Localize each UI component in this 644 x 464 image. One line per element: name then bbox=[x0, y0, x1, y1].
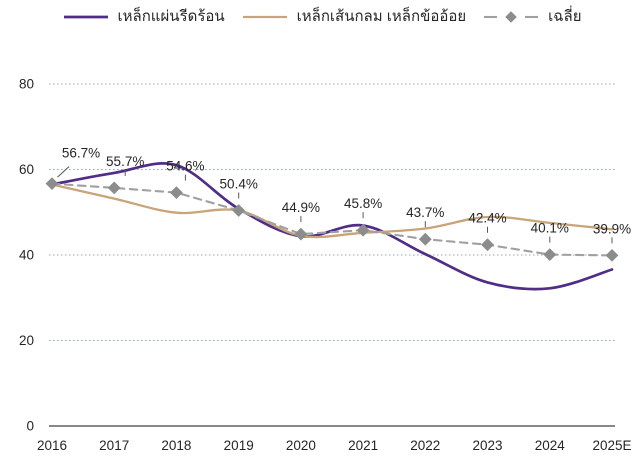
average-marker-2020 bbox=[294, 227, 308, 241]
legend-item-average: เฉลี่ย bbox=[483, 8, 582, 26]
average-marker-2024 bbox=[543, 248, 557, 261]
data-label-2019: 50.4% bbox=[220, 177, 258, 192]
x-axis-label-2016: 2016 bbox=[37, 438, 67, 453]
legend-label-hot-rolled-sheet: เหล็กแผ่นรีดร้อน bbox=[117, 8, 225, 25]
x-axis-label-2023: 2023 bbox=[472, 438, 502, 453]
average-marker-2021 bbox=[356, 223, 370, 237]
data-label-2017: 55.7% bbox=[106, 154, 144, 169]
y-axis-label-60: 60 bbox=[19, 162, 34, 177]
average-marker-2016 bbox=[45, 177, 59, 190]
x-axis-label-2018: 2018 bbox=[161, 438, 191, 453]
chart-legend: เหล็กแผ่นรีดร้อน เหล็กเส้นกลม เหล็กข้ออ้… bbox=[0, 8, 644, 26]
data-label-2025E: 39.9% bbox=[593, 221, 631, 236]
average-marker-2022 bbox=[418, 232, 432, 246]
round-and-deformed-bar-line bbox=[50, 183, 614, 239]
x-axis-label-2025E: 2025E bbox=[592, 438, 631, 453]
hot-rolled-sheet-line bbox=[50, 162, 614, 291]
data-label-2021: 45.8% bbox=[344, 196, 382, 211]
data-label-2016: 56.7% bbox=[62, 146, 100, 161]
average-marker-2017 bbox=[107, 181, 121, 195]
legend-item-hot-rolled-sheet: เหล็กแผ่นรีดร้อน bbox=[63, 8, 225, 26]
y-axis-label-0: 0 bbox=[26, 419, 34, 434]
x-axis-label-2021: 2021 bbox=[348, 438, 378, 453]
legend-item-round-and-deformed-bar: เหล็กเส้นกลม เหล็กข้ออ้อย bbox=[242, 8, 467, 26]
label-leader-2016 bbox=[57, 166, 70, 178]
line-swatch-hot-rolled-icon bbox=[63, 15, 108, 19]
average-line bbox=[50, 182, 614, 257]
x-axis-label-2020: 2020 bbox=[286, 438, 316, 453]
x-axis-label-2024: 2024 bbox=[535, 438, 566, 453]
data-label-2018: 54.6% bbox=[166, 159, 204, 174]
y-axis-label-20: 20 bbox=[19, 333, 34, 348]
y-axis-label-80: 80 bbox=[19, 77, 34, 92]
average-marker-2018 bbox=[170, 186, 183, 199]
legend-label-average: เฉลี่ย bbox=[548, 8, 582, 25]
average-marker-2025E bbox=[605, 249, 619, 262]
x-axis-label-2019: 2019 bbox=[224, 438, 254, 453]
y-axis-label-40: 40 bbox=[19, 248, 34, 263]
data-label-2024: 40.1% bbox=[531, 221, 569, 236]
average-marker-2023 bbox=[481, 238, 494, 252]
data-label-2020: 44.9% bbox=[282, 200, 320, 215]
dash-diamond-swatch-icon bbox=[484, 11, 539, 24]
data-label-2022: 43.7% bbox=[406, 205, 444, 220]
data-label-2023: 42.4% bbox=[468, 211, 506, 226]
legend-label-round-and-deformed-bar: เหล็กเส้นกลม เหล็กข้ออ้อย bbox=[296, 8, 467, 25]
line-swatch-bar-steel-icon bbox=[242, 16, 287, 19]
average-marker-2019 bbox=[232, 204, 246, 217]
x-axis-label-2017: 2017 bbox=[99, 438, 129, 453]
x-axis-label-2022: 2022 bbox=[410, 438, 440, 453]
